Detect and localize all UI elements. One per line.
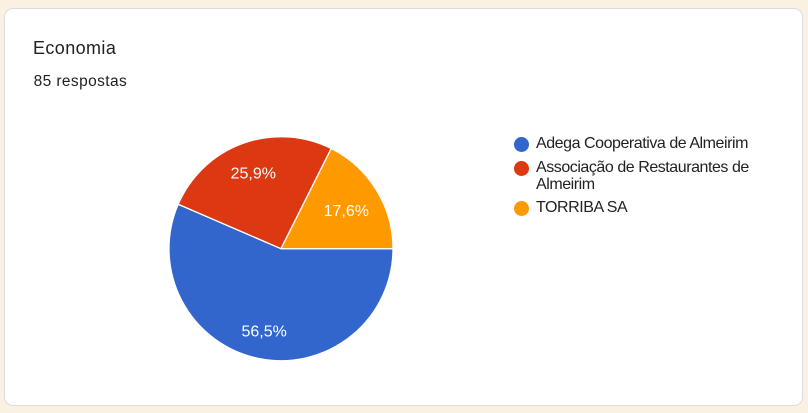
svg-text:17,6%: 17,6%	[324, 203, 369, 220]
svg-text:56,5%: 56,5%	[242, 323, 287, 340]
svg-text:25,9%: 25,9%	[231, 166, 276, 183]
